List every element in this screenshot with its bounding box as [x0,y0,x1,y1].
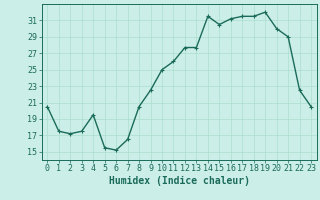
X-axis label: Humidex (Indice chaleur): Humidex (Indice chaleur) [109,176,250,186]
